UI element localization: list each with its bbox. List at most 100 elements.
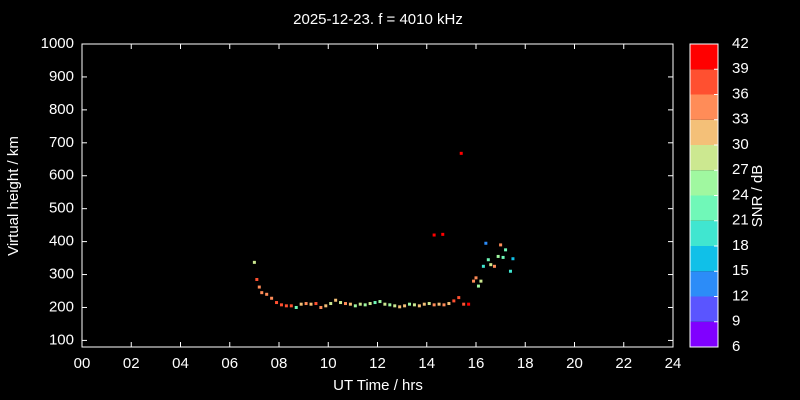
data-point xyxy=(255,277,259,281)
data-point xyxy=(252,260,256,264)
x-tick-label: 24 xyxy=(665,355,682,372)
data-point xyxy=(309,302,313,306)
data-point xyxy=(373,301,377,305)
colorbar-label: SNR / dB xyxy=(749,165,766,228)
data-point xyxy=(441,232,445,236)
colorbar-band xyxy=(690,220,718,246)
y-tick-label: 1000 xyxy=(41,35,74,52)
colorbar-tick-label: 39 xyxy=(732,60,749,77)
data-point xyxy=(408,302,412,306)
data-point xyxy=(343,302,347,306)
data-point xyxy=(403,304,407,308)
colorbar-band xyxy=(690,170,718,196)
colorbar-band xyxy=(690,94,718,120)
colorbar-band xyxy=(690,119,718,145)
data-point xyxy=(499,243,503,247)
data-point xyxy=(432,303,436,307)
data-point xyxy=(299,302,303,306)
data-point xyxy=(496,254,500,258)
colorbar-tick-label: 30 xyxy=(732,136,749,153)
data-point xyxy=(383,302,387,306)
data-point xyxy=(270,296,274,300)
colorbar-band xyxy=(690,69,718,95)
data-point xyxy=(257,285,261,289)
data-point xyxy=(472,279,476,283)
data-point xyxy=(334,298,338,302)
x-tick-label: 20 xyxy=(566,355,583,372)
data-point xyxy=(275,301,279,305)
data-point xyxy=(363,303,367,307)
x-tick-label: 00 xyxy=(74,355,91,372)
colorbar-tick-label: 21 xyxy=(732,212,749,229)
y-tick-label: 700 xyxy=(49,134,74,151)
x-tick-label: 10 xyxy=(320,355,337,372)
data-point xyxy=(358,302,362,306)
data-point xyxy=(459,151,463,155)
data-point xyxy=(508,269,512,273)
y-tick-label: 300 xyxy=(49,266,74,283)
y-tick-label: 600 xyxy=(49,167,74,184)
x-tick-label: 18 xyxy=(517,355,534,372)
plot-frame xyxy=(81,43,674,348)
data-point xyxy=(452,299,456,303)
data-point xyxy=(319,305,323,309)
colorbar-band xyxy=(690,321,718,347)
data-point xyxy=(476,284,480,288)
data-point xyxy=(492,264,496,268)
data-point xyxy=(329,302,333,306)
colorbar-band xyxy=(690,44,718,70)
data-point xyxy=(432,233,436,237)
colorbar-tick-label: 12 xyxy=(732,287,749,304)
data-point xyxy=(481,264,485,268)
data-point xyxy=(353,304,357,308)
y-tick-label: 400 xyxy=(49,233,74,250)
data-point xyxy=(442,303,446,307)
x-tick-label: 04 xyxy=(172,355,189,372)
data-point xyxy=(501,255,505,259)
data-point xyxy=(324,304,328,308)
colorbar-tick-label: 33 xyxy=(732,111,749,128)
y-tick-label: 800 xyxy=(49,101,74,118)
colorbar-band xyxy=(690,246,718,272)
x-tick-label: 22 xyxy=(615,355,632,372)
y-axis-label: Virtual height / km xyxy=(5,136,22,256)
colorbar-tick-label: 24 xyxy=(732,186,749,203)
colorbar-band xyxy=(690,145,718,171)
data-point xyxy=(378,300,382,304)
y-tick-label: 200 xyxy=(49,298,74,315)
colorbar-tick-label: 6 xyxy=(732,338,740,355)
y-tick-label: 500 xyxy=(49,200,74,217)
colorbar-band xyxy=(690,271,718,297)
colorbar-tick-label: 36 xyxy=(732,85,749,102)
data-point xyxy=(489,263,493,267)
colorbar-band xyxy=(690,296,718,322)
y-tick-label: 100 xyxy=(49,331,74,348)
colorbar-tick-label: 9 xyxy=(732,313,740,330)
data-point xyxy=(474,276,478,280)
data-point xyxy=(289,304,293,308)
data-point xyxy=(412,303,416,307)
data-point xyxy=(314,302,318,306)
x-tick-label: 16 xyxy=(468,355,485,372)
data-point xyxy=(486,258,490,262)
data-point xyxy=(279,303,283,307)
data-point xyxy=(462,302,466,306)
data-point xyxy=(511,257,515,261)
colorbar-tick-label: 27 xyxy=(732,161,749,178)
chart-title: 2025-12-23. f = 4010 kHz xyxy=(293,11,463,28)
y-tick-label: 900 xyxy=(49,68,74,85)
data-point xyxy=(504,248,508,252)
x-axis-label: UT Time / hrs xyxy=(333,377,423,394)
data-point xyxy=(393,304,397,308)
data-point xyxy=(417,304,421,308)
colorbar-band xyxy=(690,195,718,221)
data-point xyxy=(467,302,471,306)
data-point xyxy=(348,302,352,306)
data-point xyxy=(265,292,269,296)
data-point xyxy=(437,302,441,306)
x-tick-label: 06 xyxy=(221,355,238,372)
data-point xyxy=(484,241,488,245)
data-point xyxy=(388,303,392,307)
x-tick-label: 08 xyxy=(271,355,288,372)
